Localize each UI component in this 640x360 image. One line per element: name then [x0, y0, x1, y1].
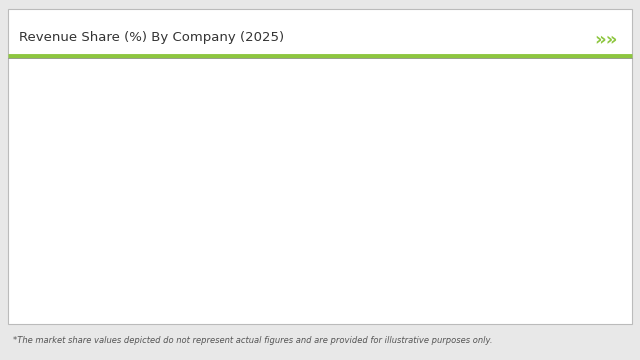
Wedge shape: [173, 148, 278, 225]
Text: *The market share values depicted do not represent actual figures and are provid: *The market share values depicted do not…: [13, 336, 492, 345]
Wedge shape: [88, 193, 173, 298]
Wedge shape: [173, 93, 268, 193]
Wedge shape: [68, 87, 173, 255]
Text: BTL: BTL: [368, 242, 388, 252]
Text: DJO Global, Inc.(parent company): DJO Global, Inc.(parent company): [368, 201, 555, 210]
Text: »»: »»: [594, 32, 618, 50]
Text: THOR Photomedicine Ltd: THOR Photomedicine Ltd: [368, 159, 508, 169]
Wedge shape: [173, 87, 205, 193]
Text: Others: Others: [368, 283, 406, 293]
Wedge shape: [173, 193, 273, 298]
Text: Revenue Share (%) By Company (2025): Revenue Share (%) By Company (2025): [19, 31, 284, 44]
Text: Erchonia Corporation: Erchonia Corporation: [368, 118, 486, 128]
Text: Apira Science Inc: Apira Science Inc: [368, 76, 464, 86]
